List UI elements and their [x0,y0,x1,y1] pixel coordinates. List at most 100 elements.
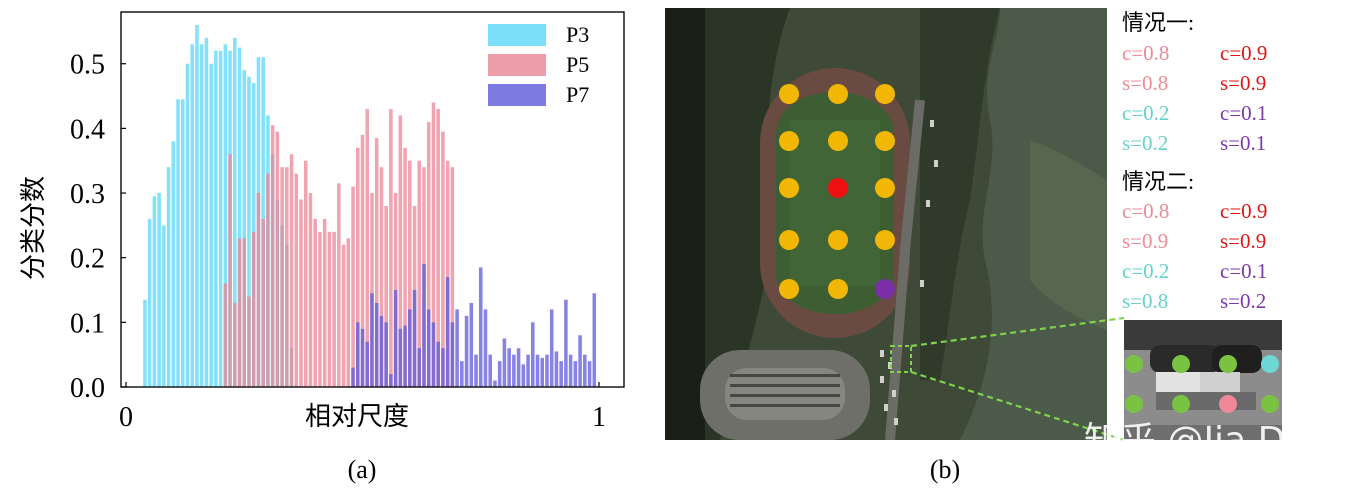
bar-p5 [417,160,422,387]
y-tick-label: 0.5 [70,50,105,81]
bar-p3 [185,63,190,387]
bar-p5 [436,108,440,387]
bar-p7 [559,361,563,387]
legend-swatch-p7 [488,84,546,106]
bar-p7 [583,354,587,387]
bar-p3 [166,167,171,387]
bar-p3 [152,196,157,387]
bar-p5 [398,115,403,387]
bar-p7 [545,354,549,387]
bar-p3 [176,99,180,387]
bar-p3 [143,299,147,387]
bar-p7 [587,361,592,387]
zoom-dot-green [1219,355,1237,373]
bar-p7 [351,367,355,387]
plot-frame-outline [120,11,625,388]
y-axis-label: 分类分数 [19,176,48,280]
bar-p7 [488,354,492,387]
bar-p7 [393,290,398,387]
bar-p7 [535,354,540,387]
bar-p7 [502,338,507,387]
zoom-dot-green [1125,395,1143,413]
grid-point-yellow [875,178,895,198]
bar-p7 [531,322,535,387]
bar-p5 [341,244,346,387]
bar-p5 [370,193,374,387]
bar-p5 [408,160,412,387]
bar-p3 [162,225,166,387]
grid-point-yellow [779,84,799,104]
grid-point-yellow [828,84,848,104]
x-axis-label: 相对尺度 [305,402,409,431]
bar-p5 [303,160,308,387]
bar-p7 [431,322,436,387]
case-value-right: s=0.9 [1220,229,1266,253]
legend-label-p5: P5 [566,52,589,77]
bar-p7 [497,361,502,387]
case-value-left: s=0.2 [1122,131,1168,155]
legend: P3 P5 P7 [488,22,589,107]
case-value-left: c=0.8 [1122,199,1169,223]
bar-p5 [237,238,242,387]
bar-p5 [389,108,393,387]
case-value-right: c=0.1 [1220,259,1267,283]
bar-p5 [322,218,327,387]
case-value-right: c=0.1 [1220,101,1267,125]
bar-p3 [195,24,199,388]
bar-p7 [507,348,511,387]
bar-p3 [247,76,251,387]
bar-p7 [564,299,568,387]
bar-p3 [190,44,194,387]
bar-p5 [266,173,270,387]
case-value-left: c=0.2 [1122,259,1169,283]
bar-p7 [408,309,412,387]
bar-p5 [313,218,317,387]
bar-p7 [417,348,422,387]
bar-p5 [256,193,261,387]
bar-p7 [568,354,573,387]
zoom-dot-cyan [1261,355,1279,373]
bar-p5 [327,231,332,387]
bar-p7 [365,341,370,387]
case-value-left: c=0.8 [1122,41,1169,65]
grid-point-yellow [828,230,848,250]
bar-p7 [540,357,545,387]
y-tick-label: 0.4 [70,114,105,145]
watermark: 知乎 @Jia Di [1084,420,1295,461]
bar-p7 [483,309,488,387]
bar-p7 [379,315,384,387]
bar-p7 [422,264,426,387]
bar-p5 [308,193,313,387]
bar-p3 [223,44,228,387]
bar-p5 [228,154,232,387]
series-p7 [351,264,597,387]
bar-p7 [578,335,582,387]
legend-swatch-p3 [488,24,546,46]
grid-point-yellow [828,279,848,299]
case-value-left: s=0.8 [1122,289,1168,313]
grid-points [779,84,895,299]
grid-point-yellow [779,279,799,299]
bar-p5 [441,131,445,387]
caption-b: (b) [930,455,960,484]
bar-p5 [251,231,256,387]
case-value-right: s=0.9 [1220,71,1266,95]
grid-point-purple [875,279,895,299]
bar-p7 [360,328,365,387]
y-tick-label: 0.3 [70,179,105,210]
bar-p3 [237,47,242,388]
bar-p7 [412,290,417,387]
zoom-line-top [910,316,1125,348]
bar-p5 [233,302,237,387]
bar-p7 [370,293,374,387]
bar-p7 [469,302,474,387]
grid-point-yellow [875,131,895,151]
zoom-dot-green [1125,355,1143,373]
case-annotations: 情况一: c=0.8 c=0.9 s=0.8 s=0.9 c=0.2 c=0.1 s=0.2 s… [1122,10,1267,313]
bar-p5 [332,231,336,387]
bars [143,24,597,388]
y-axis: 0.0 0.1 0.2 0.3 0.4 0.5 [70,50,126,404]
bar-p5 [261,218,265,387]
